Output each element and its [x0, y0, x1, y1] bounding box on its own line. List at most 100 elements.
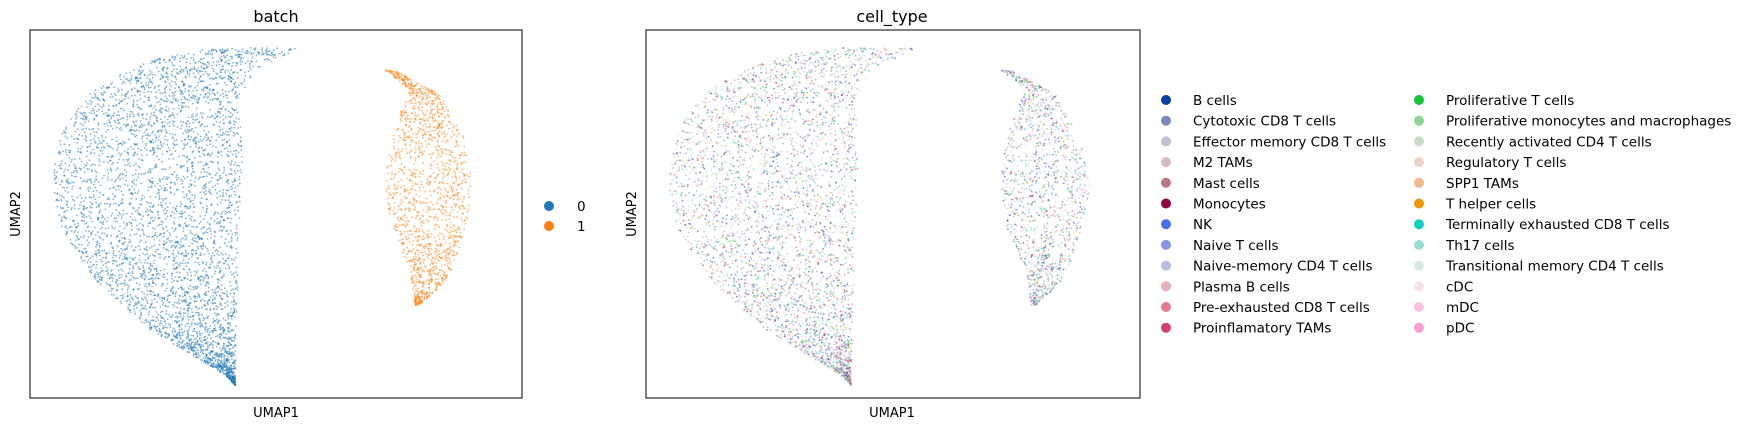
scatter-point-batch-0 — [73, 231, 76, 234]
scatter-point-batch-1 — [447, 166, 450, 169]
scatter-point-batch-1 — [431, 209, 434, 212]
scatter-point-batch-0 — [190, 308, 193, 310]
scatter-point-batch-0 — [234, 179, 237, 182]
scatter-point-batch-0 — [181, 180, 184, 183]
scatter-point-batch-1 — [408, 144, 411, 147]
scatter-point-batch-1 — [423, 150, 426, 152]
scatter-point-batch-0 — [240, 69, 243, 72]
scatter-point-batch-0 — [191, 225, 193, 228]
scatter-point-batch-0 — [193, 98, 196, 100]
scatter-point-batch-0 — [247, 60, 249, 62]
scatter-point-batch-0 — [181, 279, 183, 282]
scatter-point-batch-0 — [121, 107, 124, 110]
scatter-point-batch-0 — [196, 288, 198, 290]
scatter-point-batch-0 — [89, 270, 91, 272]
scatter-point-batch-0 — [229, 292, 232, 295]
scatter-point-batch-0 — [112, 114, 115, 117]
scatter-point-batch-0 — [188, 99, 191, 102]
scatter-point-batch-0 — [187, 331, 190, 333]
scatter-point-batch-0 — [219, 176, 221, 179]
scatter-point-batch-1 — [414, 112, 417, 114]
scatter-point-batch-0 — [171, 287, 173, 290]
scatter-point-batch-0 — [168, 232, 171, 235]
scatter-point-batch-0 — [156, 317, 159, 319]
scatter-point-batch-0 — [128, 221, 131, 224]
scatter-point-batch-0 — [148, 69, 151, 72]
scatter-point-batch-0 — [215, 287, 218, 289]
scatter-point-batch-0 — [166, 143, 169, 146]
scatter-point-batch-0 — [223, 122, 226, 125]
scatter-point-batch-0 — [206, 171, 208, 174]
scatter-point-batch-0 — [101, 221, 103, 224]
scatter-point-batch-0 — [207, 91, 210, 94]
scatter-point-batch-0 — [107, 226, 110, 229]
scatter-point-batch-0 — [154, 139, 157, 142]
scatter-point-batch-0 — [129, 301, 132, 303]
scatter-point-batch-0 — [201, 140, 203, 143]
scatter-point-batch-0 — [157, 272, 160, 275]
scatter-point-batch-0 — [162, 228, 165, 231]
scatter-point-batch-0 — [227, 315, 230, 318]
scatter-point-batch-0 — [86, 261, 89, 264]
scatter-point-batch-0 — [224, 61, 227, 64]
scatter-point-batch-0 — [216, 308, 219, 311]
scatter-point-batch-1 — [451, 151, 454, 154]
scatter-point-batch-0 — [135, 169, 137, 171]
scatter-point-batch-1 — [421, 98, 423, 101]
scatter-point-batch-0 — [166, 97, 168, 100]
scatter-point-batch-1 — [460, 163, 462, 166]
scatter-point-batch-0 — [120, 252, 123, 255]
scatter-point-batch-0 — [125, 171, 128, 173]
scatter-point-batch-0 — [177, 301, 180, 304]
scatter-point-batch-1 — [416, 201, 419, 203]
scatter-point-batch-0 — [132, 174, 134, 177]
scatter-point-batch-0 — [170, 173, 173, 176]
scatter-point-batch-0 — [268, 49, 271, 52]
scatter-point-batch-1 — [436, 191, 439, 194]
scatter-point-batch-1 — [417, 126, 420, 129]
scatter-point-batch-0 — [85, 127, 88, 130]
scatter-point-batch-0 — [207, 52, 210, 55]
scatter-point-batch-0 — [164, 138, 167, 141]
scatter-point-batch-0 — [233, 190, 236, 193]
scatter-point-batch-0 — [229, 374, 232, 377]
scatter-point-batch-0 — [168, 94, 171, 97]
scatter-point-batch-0 — [223, 287, 226, 290]
scatter-point-batch-0 — [178, 328, 181, 331]
scatter-point-batch-0 — [232, 307, 235, 309]
scatter-point-batch-0 — [165, 132, 168, 135]
scatter-point-batch-0 — [201, 70, 204, 73]
scatter-point-batch-0 — [228, 267, 231, 270]
scatter-point-batch-0 — [217, 266, 220, 268]
scatter-point-batch-0 — [234, 213, 237, 216]
scatter-point-batch-0 — [136, 282, 138, 284]
scatter-point-batch-1 — [412, 102, 414, 105]
scatter-point-batch-0 — [135, 184, 138, 186]
scatter-point-batch-0 — [175, 227, 177, 230]
scatter-point-batch-0 — [238, 175, 241, 178]
scatter-point-batch-0 — [212, 344, 214, 347]
scatter-point-batch-0 — [118, 263, 121, 266]
scatter-point-batch-0 — [151, 132, 154, 135]
scatter-point-batch-0 — [184, 129, 186, 132]
scatter-point-batch-0 — [213, 297, 216, 299]
scatter-point-batch-0 — [225, 84, 228, 87]
scatter-point-batch-0 — [86, 150, 89, 153]
scatter-point-batch-0 — [174, 329, 177, 332]
scatter-point-batch-0 — [140, 108, 142, 110]
scatter-point-batch-0 — [169, 234, 172, 237]
scatter-point-batch-0 — [147, 189, 149, 192]
scatter-point-batch-0 — [234, 186, 237, 189]
scatter-point-batch-0 — [240, 161, 243, 164]
scatter-point-batch-0 — [175, 291, 178, 293]
scatter-point-batch-0 — [199, 252, 202, 255]
scatter-point-batch-0 — [240, 63, 242, 66]
scatter-point-batch-0 — [177, 85, 180, 88]
scatter-point-batch-0 — [119, 283, 121, 285]
scatter-point-batch-0 — [142, 215, 145, 218]
scatter-point-batch-0 — [168, 256, 170, 258]
scatter-point-batch-0 — [138, 241, 141, 243]
scatter-point-batch-0 — [146, 123, 149, 125]
scatter-point-batch-0 — [177, 321, 180, 323]
scatter-point-batch-0 — [94, 234, 97, 236]
